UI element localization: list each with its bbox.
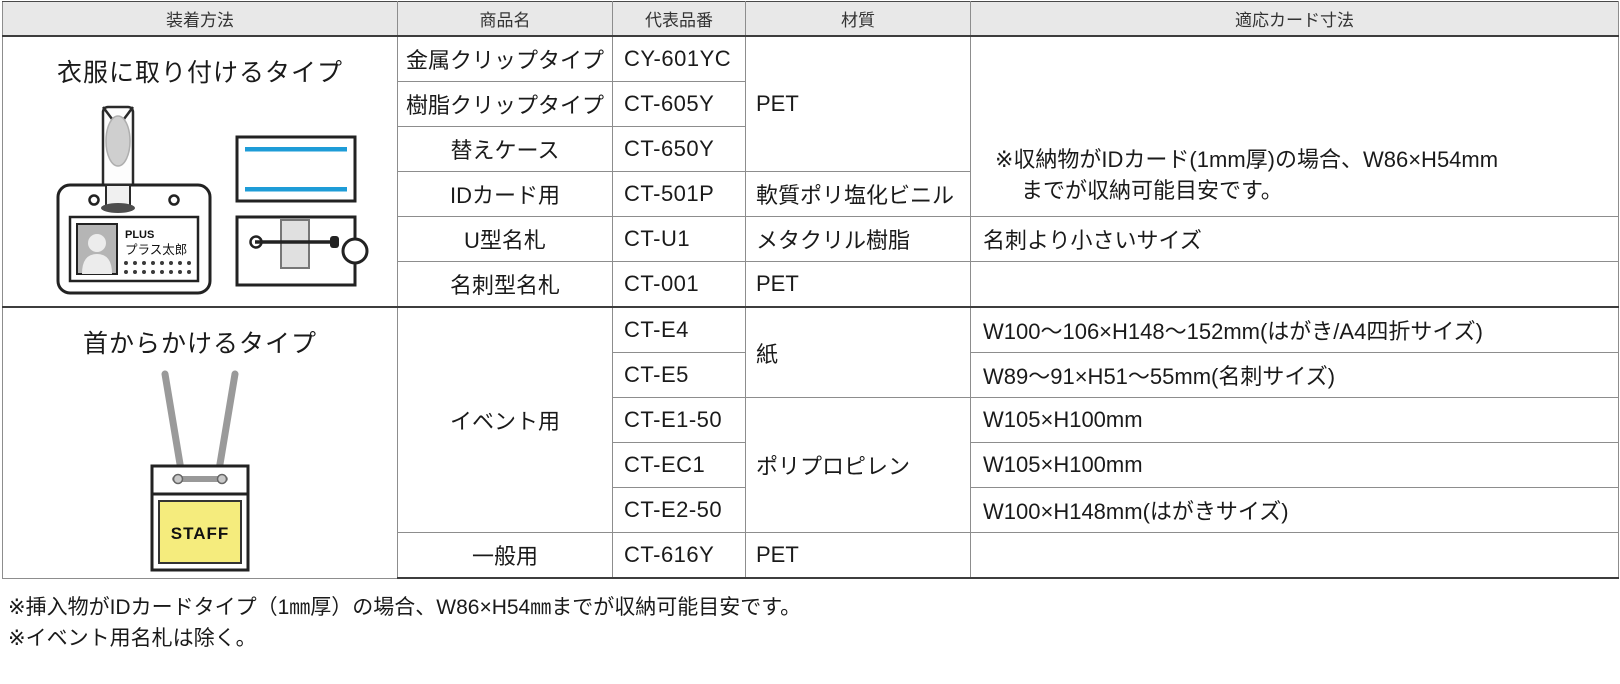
card-size-cell: W105×H100mm — [970, 442, 1619, 488]
badge-holder-name-text: プラス太郎 — [125, 242, 187, 257]
card-back-icon — [235, 135, 357, 203]
table-row: 一般用 CT-616Y PET — [3, 532, 1619, 579]
col-header-material: 材質 — [745, 1, 971, 37]
card-size-cell — [970, 261, 1619, 308]
product-code-cell: CT-605Y — [612, 81, 746, 127]
staff-label-text: STAFF — [171, 524, 230, 543]
table-row: 替えケース CT-650Y — [3, 126, 1619, 172]
product-name-cell: 替えケース — [397, 126, 613, 172]
product-name-cell: 一般用 — [397, 532, 613, 579]
material-cell: 紙 — [745, 306, 971, 398]
table-row: 衣服に取り付けるタイプ — [2, 35, 1619, 308]
table-row: CT-E2-50 W100×H148mm(はがきサイズ) — [3, 487, 1619, 533]
card-size-cell — [970, 532, 1619, 579]
table-row: 名刺型名札 CT-001 PET — [3, 261, 1619, 308]
neck-strap-illustration: STAFF — [150, 370, 250, 572]
product-name-cell: U型名札 — [397, 216, 613, 262]
product-code-cell: CT-E4 — [612, 306, 746, 353]
material-cell: PET — [745, 35, 971, 172]
dotted-text-decoration — [124, 261, 191, 274]
material-cell: ポリプロピレン — [745, 397, 971, 533]
product-code-cell: CT-E2-50 — [612, 487, 746, 533]
footnotes: ※挿入物がIDカードタイプ（1㎜厚）の場合、W86×H54㎜までが収納可能目安で… — [8, 592, 1620, 654]
product-name-cell-event: イベント用 — [397, 306, 613, 533]
id-badge-icon: PLUS プラス太郎 — [56, 105, 212, 295]
safety-pin-icon — [249, 235, 339, 249]
footnote-event-exclusion: ※イベント用名札は除く。 — [8, 627, 257, 650]
table-row: CT-E5 W89～91×H51～55mm(名刺サイズ) — [3, 352, 1619, 398]
clothes-clip-illustration: PLUS プラス太郎 — [56, 105, 369, 295]
card-size-note-cell: ※収納物がIDカード(1mm厚)の場合、W86×H54mmまでが収納可能目安です… — [970, 35, 1619, 217]
lanyard-strap — [161, 370, 239, 474]
table-row: CT-E1-50 ポリプロピレン W105×H100mm — [3, 397, 1619, 533]
mounting-cell-neck: 首からかけるタイプ STAFF — [2, 306, 398, 579]
header-row: 装着方法 商品名 代表品番 材質 適応カード寸法 — [2, 1, 1619, 37]
badge-brand-text: PLUS — [125, 229, 154, 241]
mounting-cell-clothes: 衣服に取り付けるタイプ — [2, 35, 398, 308]
card-size-cell: W105×H100mm — [970, 397, 1619, 443]
product-code-cell: CT-E1-50 — [612, 397, 746, 443]
col-header-product-name: 商品名 — [397, 1, 613, 37]
card-size-cell: W89～91×H51～55mm(名刺サイズ) — [970, 352, 1619, 398]
storage-note: ※収納物がIDカード(1mm厚)の場合、W86×H54mmまでが収納可能目安です… — [995, 146, 1499, 203]
product-code-cell: CT-U1 — [612, 216, 746, 262]
col-header-product-code: 代表品番 — [612, 1, 746, 37]
thumb-notch — [341, 237, 369, 265]
material-cell: PET — [745, 532, 971, 579]
photo-icon — [76, 223, 118, 275]
card-size-cell: 名刺より小さいサイズ — [970, 216, 1619, 262]
product-name-cell: 金属クリップタイプ — [397, 35, 613, 82]
staff-badge-icon: STAFF — [150, 464, 250, 572]
mounting-type-label: 首からかけるタイプ — [82, 330, 317, 358]
card-size-cell: W100×H148mm(はがきサイズ) — [970, 487, 1619, 533]
table-row: U型名札 CT-U1 メタクリル樹脂 名刺より小さいサイズ — [3, 216, 1619, 262]
material-cell: PET — [745, 261, 971, 308]
product-code-cell: CT-616Y — [612, 532, 746, 579]
product-name-cell: 名刺型名札 — [397, 261, 613, 308]
col-header-card-size: 適応カード寸法 — [970, 1, 1619, 37]
product-name-cell: 樹脂クリップタイプ — [397, 81, 613, 127]
table-row: IDカード用 CT-501P 軟質ポリ塩化ビニル — [3, 171, 1619, 217]
footnote-insert-limit: ※挿入物がIDカードタイプ（1㎜厚）の場合、W86×H54㎜までが収納可能目安で… — [8, 596, 802, 619]
card-size-cell: W100～106×H148～152mm(はがき/A4四折サイズ) — [970, 306, 1619, 353]
table-row: 首からかけるタイプ STAFF — [2, 306, 1619, 579]
product-code-cell: CT-E5 — [612, 352, 746, 398]
material-cell: 軟質ポリ塩化ビニル — [745, 171, 971, 217]
spec-table: 装着方法 商品名 代表品番 材質 適応カード寸法 衣服に取り付けるタイプ — [2, 1, 1619, 579]
product-name-cell: IDカード用 — [397, 171, 613, 217]
spec-sheet: 装着方法 商品名 代表品番 材質 適応カード寸法 衣服に取り付けるタイプ — [0, 1, 1620, 654]
product-code-cell: CY-601YC — [612, 35, 746, 82]
col-header-mounting-method: 装着方法 — [2, 1, 398, 37]
product-code-cell: CT-EC1 — [612, 442, 746, 488]
product-code-cell: CT-501P — [612, 171, 746, 217]
table-row: 樹脂クリップタイプ CT-605Y — [3, 81, 1619, 127]
mounting-type-label: 衣服に取り付けるタイプ — [56, 59, 343, 87]
pin-back-icon — [235, 215, 369, 287]
product-code-cell: CT-650Y — [612, 126, 746, 172]
material-cell: メタクリル樹脂 — [745, 216, 971, 262]
metal-clip-icon — [101, 105, 135, 193]
product-code-cell: CT-001 — [612, 261, 746, 308]
